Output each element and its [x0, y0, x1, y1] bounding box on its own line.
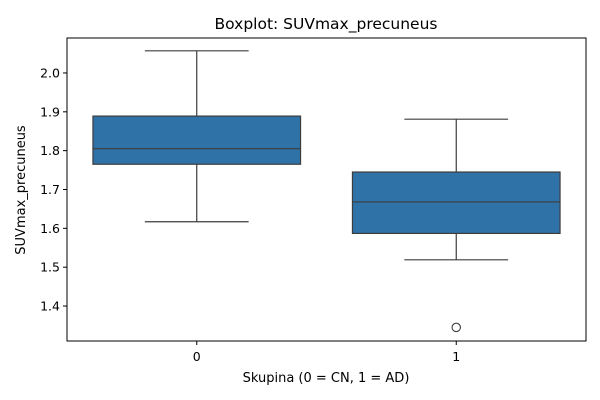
y-tick-label: 1.4	[40, 299, 60, 314]
x-tick-label: 0	[193, 349, 201, 364]
y-axis: 1.4 1.5 1.6 1.7 1.8 1.9 2.0	[40, 65, 67, 314]
y-tick-label: 1.5	[40, 260, 60, 275]
chart-title: Boxplot: SUVmax_precuneus	[215, 15, 438, 34]
outlier-point	[451, 322, 461, 333]
box-group-1	[351, 118, 561, 333]
y-tick-label: 1.6	[40, 221, 60, 236]
y-axis-label: SUVmax_precuneus	[14, 125, 29, 255]
box-group-0	[92, 50, 302, 223]
x-axis-label: Skupina (0 = CN, 1 = AD)	[243, 371, 410, 386]
y-tick-label: 2.0	[40, 65, 60, 80]
iqr-box	[351, 171, 561, 234]
y-tick-label: 1.8	[40, 143, 60, 158]
x-tick-label: 1	[452, 349, 460, 364]
iqr-box	[92, 115, 302, 165]
y-tick-label: 1.7	[40, 182, 60, 197]
y-tick-label: 1.9	[40, 104, 60, 119]
plot-area	[92, 50, 561, 333]
